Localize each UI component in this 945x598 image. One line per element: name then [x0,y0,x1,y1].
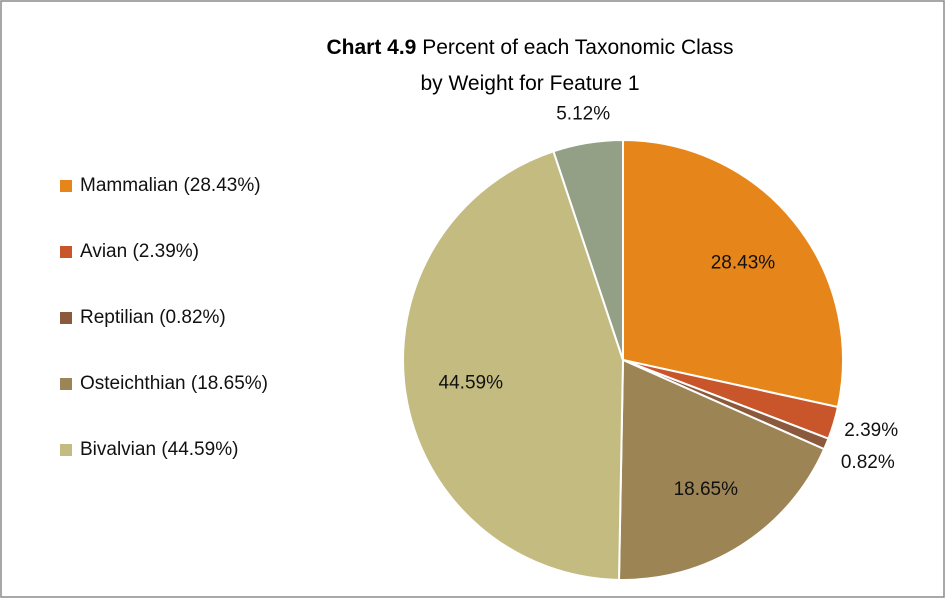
legend-label: Avian (2.39%) [80,241,199,262]
title-label: Chart 4.9 [326,36,417,59]
pie-slice [622,138,844,409]
legend-swatch [60,378,72,390]
legend-swatch [60,444,72,456]
data-label: 28.43% [711,252,776,273]
title-text: Percent of each Taxonomic Class by Weigh… [420,36,734,95]
data-label: 44.59% [439,372,504,393]
data-label: 18.65% [674,479,739,500]
legend-swatch [60,246,72,258]
pie-slice [552,138,624,361]
legend-label: Mammalian (28.43%) [80,175,261,196]
pie-slice [617,358,826,581]
data-label: 0.82% [841,452,895,473]
pie-slice [402,150,625,581]
legend-label: Reptilian (0.82%) [80,307,226,328]
data-label: 5.12% [556,104,610,125]
legend-label: Bivalvian (44.59%) [80,439,238,460]
legend-swatch [60,180,72,192]
chart-title: Chart 4.9 Percent of each Taxonomic Clas… [320,30,740,102]
data-label: 2.39% [844,420,898,441]
legend-label: Osteichthian (18.65%) [80,373,268,394]
legend-swatch [60,312,72,324]
